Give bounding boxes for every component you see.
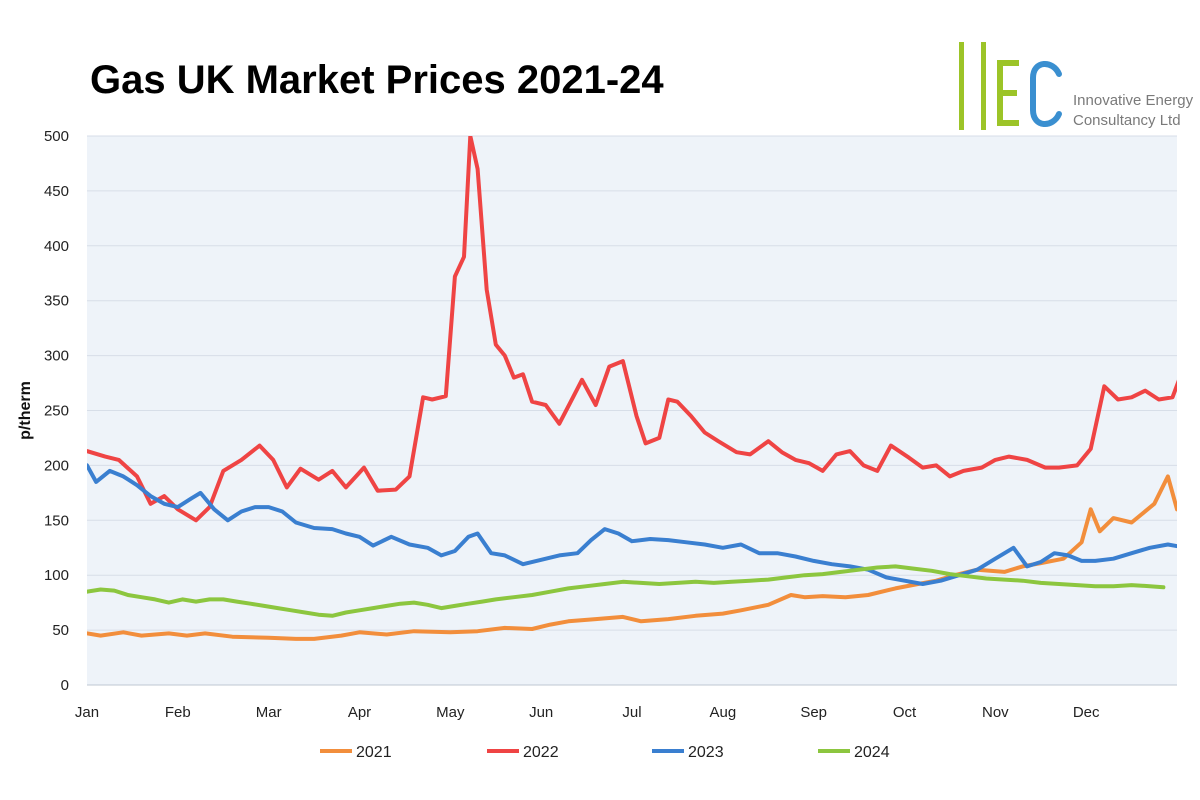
x-tick-label: Jul <box>622 704 641 721</box>
x-tick-label: Sep <box>800 704 827 721</box>
legend-item-2024: 2024 <box>818 744 890 761</box>
y-tick-label: 400 <box>44 238 69 255</box>
chart-title: Gas UK Market Prices 2021-24 <box>90 58 664 102</box>
series-line-2022 <box>87 136 1177 523</box>
x-tick-label: Jun <box>529 704 553 721</box>
logo-text-line2: Consultancy Ltd <box>1073 112 1181 129</box>
legend: 2021 2022 2023 2024 <box>320 744 890 761</box>
x-tick-label: Dec <box>1073 704 1100 721</box>
legend-label: 2021 <box>356 744 392 761</box>
y-tick-label: 300 <box>44 348 69 365</box>
x-tick-label: Nov <box>982 704 1009 721</box>
y-tick-label: 500 <box>44 128 69 145</box>
x-tick-label: Aug <box>709 704 736 721</box>
x-tick-label: Feb <box>165 704 191 721</box>
y-tick-label: 150 <box>44 512 69 529</box>
legend-item-2023: 2023 <box>652 744 724 761</box>
legend-item-2021: 2021 <box>320 744 392 761</box>
legend-label: 2023 <box>688 744 724 761</box>
y-tick-label: 100 <box>44 567 69 584</box>
y-tick-label: 350 <box>44 293 69 310</box>
gridlines <box>87 135 1177 686</box>
company-logo: Innovative Energy Consultancy Ltd <box>955 38 1193 138</box>
logo-text-line1: Innovative Energy <box>1073 92 1194 109</box>
logo-mark-icon <box>959 42 1062 130</box>
x-tick-label: Oct <box>893 704 917 721</box>
y-axis: 0 50 100 150 200 250 300 350 400 450 500 <box>44 128 69 694</box>
x-tick-label: Apr <box>348 704 371 721</box>
legend-item-2022: 2022 <box>487 744 559 761</box>
x-axis: Jan Feb Mar Apr May Jun Jul Aug Sep Oct Nov Dec <box>75 704 1100 721</box>
y-tick-label: 50 <box>52 622 69 639</box>
y-tick-label: 200 <box>44 457 69 474</box>
legend-label: 2024 <box>854 744 890 761</box>
y-tick-label: 0 <box>61 677 69 694</box>
y-tick-label: 250 <box>44 403 69 420</box>
x-tick-label: Jan <box>75 704 99 721</box>
series-layer <box>87 136 1177 641</box>
legend-label: 2022 <box>523 744 559 761</box>
x-tick-label: May <box>436 704 465 721</box>
y-axis-title: p/therm <box>17 381 34 440</box>
x-tick-label: Mar <box>256 704 282 721</box>
series-line-2024 <box>87 564 1166 618</box>
series-line-2021 <box>87 474 1177 641</box>
y-tick-label: 450 <box>44 183 69 200</box>
series-line-2023 <box>87 463 1177 586</box>
